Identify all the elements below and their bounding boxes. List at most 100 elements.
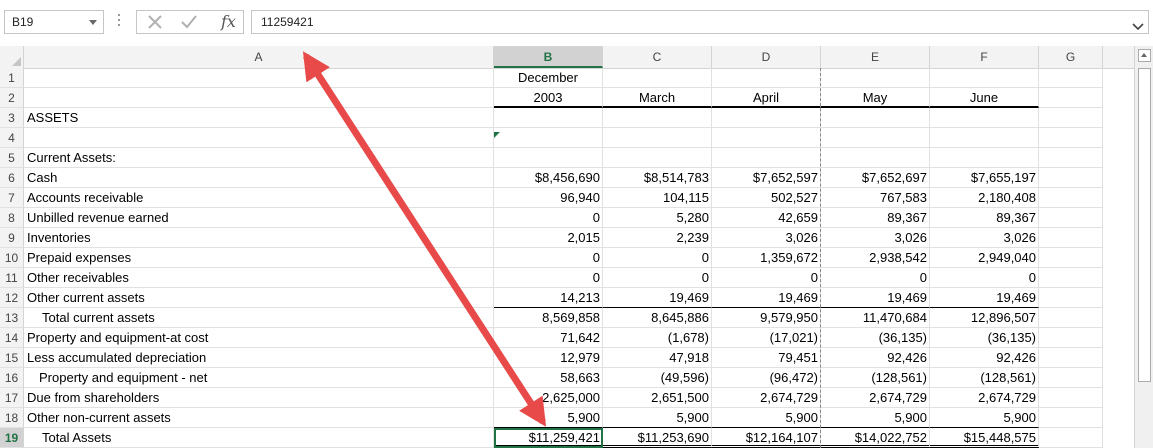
cell-d-14[interactable]: (17,021)	[712, 328, 821, 348]
cell-e-19[interactable]: $14,022,752	[821, 428, 930, 448]
cell-e-17[interactable]: 2,674,729	[821, 388, 930, 408]
cell-b-16[interactable]: 58,663	[494, 368, 603, 388]
cell-f-15[interactable]: 92,426	[930, 348, 1039, 368]
cell-e-10[interactable]: 2,938,542	[821, 248, 930, 268]
cell-c-3[interactable]	[603, 108, 712, 128]
cell-b-7[interactable]: 96,940	[494, 188, 603, 208]
cell-a-14[interactable]: Property and equipment-at cost	[24, 328, 494, 348]
vertical-scrollbar[interactable]	[1134, 46, 1153, 448]
cell-b-4[interactable]	[494, 128, 603, 148]
cell-f-16[interactable]: (128,561)	[930, 368, 1039, 388]
cell-e-16[interactable]: (128,561)	[821, 368, 930, 388]
cell-e-12[interactable]: 19,469	[821, 288, 930, 308]
cell-e-8[interactable]: 89,367	[821, 208, 930, 228]
cell-a-3[interactable]: ASSETS	[24, 108, 494, 128]
cell-b-17[interactable]: 2,625,000	[494, 388, 603, 408]
cancel-icon[interactable]	[143, 11, 171, 33]
column-header-c[interactable]: C	[603, 46, 712, 68]
cell-c-14[interactable]: (1,678)	[603, 328, 712, 348]
cell-g-11[interactable]	[1039, 268, 1103, 288]
cell-e-14[interactable]: (36,135)	[821, 328, 930, 348]
cell-a-1[interactable]	[24, 68, 494, 88]
cell-g-6[interactable]	[1039, 168, 1103, 188]
enter-check-icon[interactable]	[177, 11, 205, 33]
cell-g-9[interactable]	[1039, 228, 1103, 248]
cell-c-4[interactable]	[603, 128, 712, 148]
row-header[interactable]: 9	[0, 228, 24, 248]
cell-a-11[interactable]: Other receivables	[24, 268, 494, 288]
cell-c-8[interactable]: 5,280	[603, 208, 712, 228]
cell-g-10[interactable]	[1039, 248, 1103, 268]
cell-e-5[interactable]	[821, 148, 930, 168]
row-header[interactable]: 11	[0, 268, 24, 288]
insert-function-icon[interactable]: fx	[221, 12, 236, 31]
cell-b-8[interactable]: 0	[494, 208, 603, 228]
cell-d-7[interactable]: 502,527	[712, 188, 821, 208]
cell-a-2[interactable]	[24, 88, 494, 108]
cell-e-9[interactable]: 3,026	[821, 228, 930, 248]
row-header[interactable]: 18	[0, 408, 24, 428]
cell-d-12[interactable]: 19,469	[712, 288, 821, 308]
cell-d-1[interactable]	[712, 68, 821, 88]
column-header-g[interactable]: G	[1039, 46, 1103, 68]
column-header-b[interactable]: B	[494, 46, 603, 68]
cell-c-11[interactable]: 0	[603, 268, 712, 288]
cell-g-5[interactable]	[1039, 148, 1103, 168]
cell-f-14[interactable]: (36,135)	[930, 328, 1039, 348]
cell-e-13[interactable]: 11,470,684	[821, 308, 930, 328]
cell-d-15[interactable]: 79,451	[712, 348, 821, 368]
cell-a-7[interactable]: Accounts receivable	[24, 188, 494, 208]
column-header-d[interactable]: D	[712, 46, 821, 68]
cell-d-10[interactable]: 1,359,672	[712, 248, 821, 268]
row-header[interactable]: 5	[0, 148, 24, 168]
formula-input[interactable]: 11259421	[251, 10, 1149, 34]
cell-c-19[interactable]: $11,253,690	[603, 428, 712, 448]
cell-f-13[interactable]: 12,896,507	[930, 308, 1039, 328]
cell-f-9[interactable]: 3,026	[930, 228, 1039, 248]
cell-a-17[interactable]: Due from shareholders	[24, 388, 494, 408]
column-header-e[interactable]: E	[821, 46, 930, 68]
cell-d-17[interactable]: 2,674,729	[712, 388, 821, 408]
cell-d-11[interactable]: 0	[712, 268, 821, 288]
cell-e-18[interactable]: 5,900	[821, 408, 930, 428]
cell-f-6[interactable]: $7,655,197	[930, 168, 1039, 188]
cell-c-1[interactable]	[603, 68, 712, 88]
cell-g-1[interactable]	[1039, 68, 1103, 88]
row-header[interactable]: 19	[0, 428, 24, 448]
cell-c-7[interactable]: 104,115	[603, 188, 712, 208]
scroll-up-icon[interactable]	[1138, 49, 1151, 62]
cell-g-13[interactable]	[1039, 308, 1103, 328]
row-header[interactable]: 3	[0, 108, 24, 128]
cell-d-2[interactable]: April	[712, 88, 821, 108]
cell-b-13[interactable]: 8,569,858	[494, 308, 603, 328]
cell-c-6[interactable]: $8,514,783	[603, 168, 712, 188]
cell-c-15[interactable]: 47,918	[603, 348, 712, 368]
cell-c-5[interactable]	[603, 148, 712, 168]
name-box-dropdown-icon[interactable]	[89, 20, 97, 25]
column-header-f[interactable]: F	[930, 46, 1039, 68]
cell-f-11[interactable]: 0	[930, 268, 1039, 288]
cell-d-4[interactable]	[712, 128, 821, 148]
cell-a-15[interactable]: Less accumulated depreciation	[24, 348, 494, 368]
cell-e-3[interactable]	[821, 108, 930, 128]
cell-f-5[interactable]	[930, 148, 1039, 168]
cell-g-3[interactable]	[1039, 108, 1103, 128]
cell-f-1[interactable]	[930, 68, 1039, 88]
row-header[interactable]: 1	[0, 68, 24, 88]
cell-e-2[interactable]: May	[821, 88, 930, 108]
cell-g-16[interactable]	[1039, 368, 1103, 388]
cell-b-11[interactable]: 0	[494, 268, 603, 288]
cell-d-19[interactable]: $12,164,107	[712, 428, 821, 448]
cell-d-3[interactable]	[712, 108, 821, 128]
row-header[interactable]: 12	[0, 288, 24, 308]
cell-g-19[interactable]	[1039, 428, 1103, 448]
cell-d-13[interactable]: 9,579,950	[712, 308, 821, 328]
cell-d-9[interactable]: 3,026	[712, 228, 821, 248]
cell-d-16[interactable]: (96,472)	[712, 368, 821, 388]
cell-f-19[interactable]: $15,448,575	[930, 428, 1039, 448]
cell-b-6[interactable]: $8,456,690	[494, 168, 603, 188]
cell-g-4[interactable]	[1039, 128, 1103, 148]
cell-b-15[interactable]: 12,979	[494, 348, 603, 368]
cell-a-8[interactable]: Unbilled revenue earned	[24, 208, 494, 228]
cell-b-10[interactable]: 0	[494, 248, 603, 268]
